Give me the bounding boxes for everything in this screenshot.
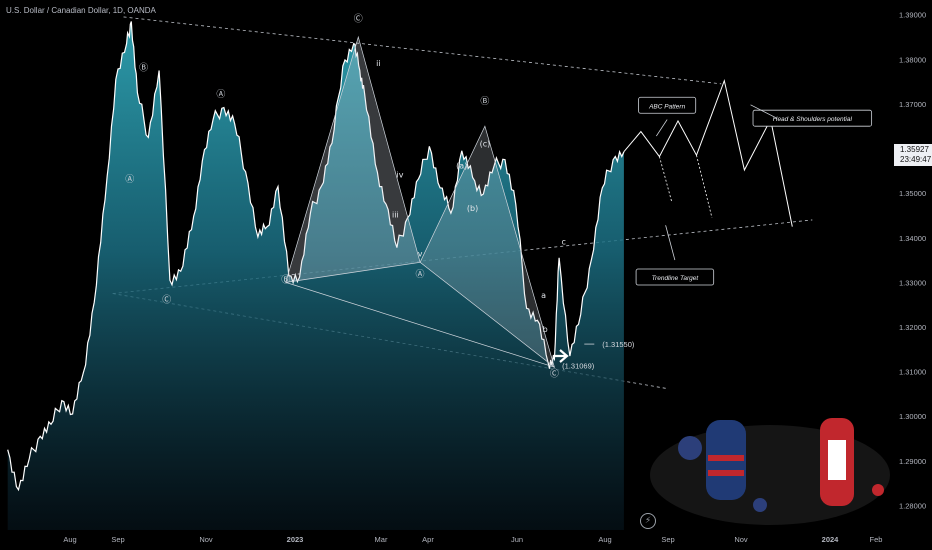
x-tick-10: 2024: [822, 535, 840, 544]
wave-label-18: Ⓒ: [550, 369, 559, 380]
price-area: [7, 21, 625, 531]
y-tick-4: 1.35000: [899, 189, 926, 198]
wave-label-5: Ⓒ: [354, 13, 363, 24]
y-tick-2: 1.37000: [899, 100, 926, 109]
wave-label-13: Ⓑ: [480, 96, 489, 107]
price-levels: (1.31550) (1.31069): [562, 340, 635, 370]
x-tick-4: Mar: [375, 535, 388, 544]
harmonic-pattern: [285, 35, 556, 369]
wave-label-3: Ⓐ: [216, 89, 225, 100]
x-tick-6: Jun: [511, 535, 523, 544]
x-tick-9: Nov: [734, 535, 748, 544]
callout-box-1: [752, 109, 873, 127]
arrow-right-icon: [553, 349, 569, 363]
wave-label-15: a: [541, 291, 546, 300]
wave-label-16: b: [543, 325, 548, 334]
x-tick-5: Apr: [422, 535, 434, 544]
projection-dashed-drop-1: [696, 155, 713, 218]
y-tick-6: 1.33000: [899, 278, 926, 287]
wave-label-0: Ⓐ: [125, 174, 134, 185]
wave-label-8: iv: [397, 171, 404, 180]
wave-label-14: (c): [480, 139, 491, 148]
flag-ball-2: [753, 498, 767, 512]
x-tick-8: Sep: [661, 535, 674, 544]
callout-box-0: [638, 96, 697, 114]
y-tick-7: 1.32000: [899, 323, 926, 332]
callout-text-0: ABC Pattern: [648, 103, 686, 110]
wave-label-1: Ⓑ: [139, 62, 148, 73]
lightning-icon[interactable]: ⚡: [640, 513, 656, 529]
y-tick-11: 1.28000: [899, 501, 926, 510]
pattern-triangle-left: [285, 35, 421, 283]
callout-text-1: Head & Shoulders potential: [773, 116, 853, 123]
callout-box-2: [635, 268, 715, 286]
countdown-timer: 23:49:47: [900, 155, 932, 164]
callout-text-2: Trendline Target: [652, 275, 700, 282]
x-tick-7: Aug: [598, 535, 611, 544]
flag-white-2: [828, 440, 846, 480]
dollar-flag-decoration: [650, 418, 890, 525]
last-price-value: 1.35927: [900, 145, 929, 154]
y-tick-8: 1.31000: [899, 368, 926, 377]
wave-label-7: iii: [392, 211, 399, 220]
wave-label-2: Ⓒ: [162, 294, 171, 305]
wave-label-17: c: [561, 237, 565, 246]
callout-pointer-0: [656, 119, 668, 137]
wave-label-4: Ⓑ: [281, 274, 290, 285]
callouts: ABC Pattern Head & Shoulders potential Tre…: [635, 96, 873, 286]
flag-ball-3: [872, 484, 884, 496]
x-tick-0: Aug: [63, 535, 76, 544]
x-axis: Aug Sep Nov 2023 Mar Apr Jun Aug Sep Nov 2024 Feb: [63, 535, 882, 544]
wave-label-9: v: [418, 250, 423, 259]
callout-pointer-2: [665, 225, 676, 261]
flag-ball-1: [678, 436, 702, 460]
x-tick-2: Nov: [199, 535, 213, 544]
callout-pointer-1: [750, 104, 777, 119]
y-tick-9: 1.30000: [899, 412, 926, 421]
wave-label-10: Ⓐ: [416, 269, 425, 280]
chart-title: U.S. Dollar / Canadian Dollar, 1D, OANDA: [6, 6, 156, 15]
wave-label-6: ii: [376, 59, 380, 68]
last-price-badge: 1.35927 23:49:47: [894, 144, 932, 166]
level-label-0: (1.31550): [602, 340, 635, 349]
projection-path: [623, 78, 793, 227]
trendline-0: [123, 16, 722, 85]
y-tick-0: 1.39000: [899, 11, 926, 20]
flag-stripe-2: [708, 470, 744, 476]
y-axis: 1.390001.380001.370001.360001.350001.340…: [899, 11, 926, 511]
wave-label-12: (b): [467, 204, 478, 213]
x-tick-1: Sep: [111, 535, 124, 544]
pattern-triangle-right: [419, 125, 556, 369]
wave-label-11: (a): [456, 162, 467, 171]
x-tick-11: Feb: [870, 535, 883, 544]
projection-line: [623, 78, 793, 227]
price-line: [7, 21, 625, 492]
y-tick-10: 1.29000: [899, 457, 926, 466]
level-label-1: (1.31069): [562, 361, 595, 370]
y-tick-1: 1.38000: [899, 55, 926, 64]
flag-stripe-1: [708, 455, 744, 461]
projection-dashed-drop-0: [659, 156, 673, 203]
pattern-base-line: [285, 282, 555, 368]
y-tick-5: 1.34000: [899, 234, 926, 243]
x-tick-3: 2023: [287, 535, 304, 544]
price-area-fill: [7, 21, 624, 531]
